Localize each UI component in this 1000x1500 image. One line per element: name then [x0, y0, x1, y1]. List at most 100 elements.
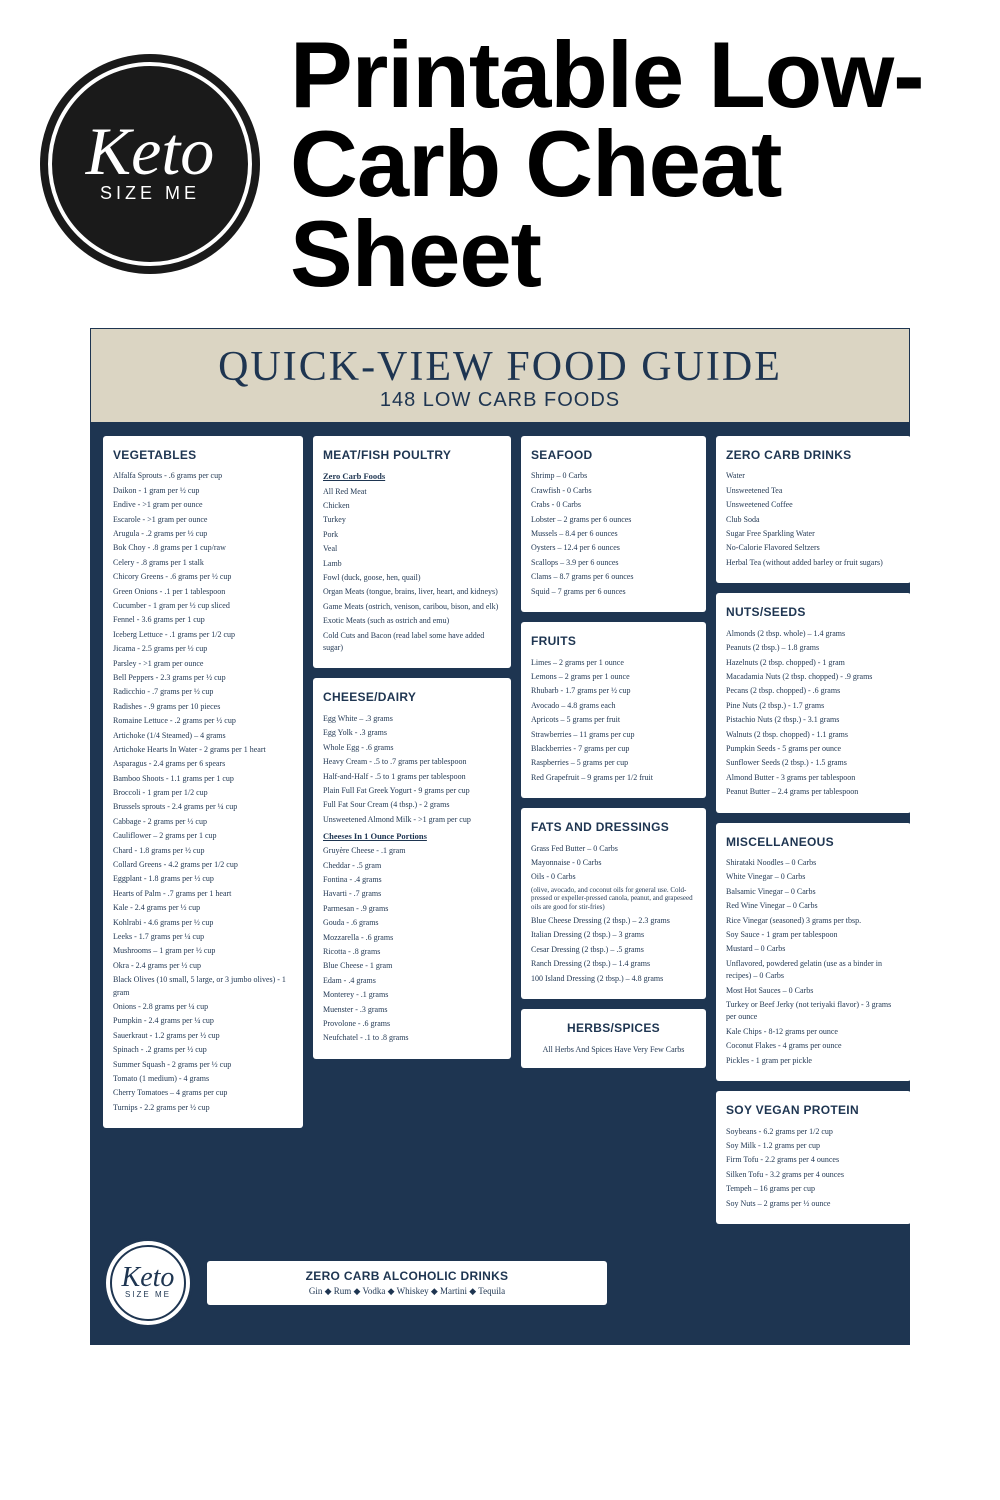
list-item: Radishes - .9 grams per 10 pieces — [113, 701, 293, 713]
guide-body: VEGETABLES Alfalfa Sprouts - .6 grams pe… — [91, 422, 909, 1344]
list-item: Water — [726, 470, 901, 482]
nuts-card: NUTS/SEEDS Almonds (2 tbsp. whole) – 1.4… — [716, 593, 911, 812]
list-item: Egg Yolk - .3 grams — [323, 727, 501, 739]
list-item: Eggplant - 1.8 grams per ½ cup — [113, 873, 293, 885]
herbs-card: HERBS/SPICES All Herbs And Spices Have V… — [521, 1009, 706, 1068]
list-item: Onions - 2.8 grams per ¼ cup — [113, 1001, 293, 1013]
list-item: Chicken — [323, 500, 501, 512]
list-item: Neufchatel - .1 to .8 grams — [323, 1032, 501, 1044]
list-item: Green Onions - .1 per 1 tablespoon — [113, 586, 293, 598]
drinks-list: WaterUnsweetened TeaUnsweetened CoffeeCl… — [726, 470, 901, 569]
list-item: Provolone - .6 grams — [323, 1018, 501, 1030]
seafood-list: Shrimp – 0 CarbsCrawfish - 0 CarbsCrabs … — [531, 470, 696, 598]
list-item: Gruyère Cheese - .1 gram — [323, 845, 501, 857]
herbs-heading: HERBS/SPICES — [531, 1019, 696, 1038]
list-item: Kohlrabi - 4.6 grams per ½ cup — [113, 917, 293, 929]
list-item: Bok Choy - .8 grams per 1 cup/raw — [113, 542, 293, 554]
nuts-heading: NUTS/SEEDS — [726, 603, 901, 622]
list-item: Balsamic Vinegar – 0 Carbs — [726, 886, 901, 898]
list-item: Scallops – 3.9 per 6 ounces — [531, 557, 696, 569]
list-item: Limes – 2 grams per 1 ounce — [531, 657, 696, 669]
list-item: Turkey or Beef Jerky (not teriyaki flavo… — [726, 999, 901, 1024]
list-item: Mushrooms – 1 gram per ½ cup — [113, 945, 293, 957]
list-item: Unsweetened Tea — [726, 485, 901, 497]
list-item: Parmesan - .9 grams — [323, 903, 501, 915]
list-item: Almond Butter - 3 grams per tablespoon — [726, 772, 901, 784]
list-item: Escarole - >1 gram per ounce — [113, 514, 293, 526]
cheese-card: CHEESE/DAIRY Egg White – .3 gramsEgg Yol… — [313, 678, 511, 1058]
list-item: Walnuts (2 tbsp. chopped) - 1.1 grams — [726, 729, 901, 741]
list-item: Havarti - .7 grams — [323, 888, 501, 900]
list-item: Italian Dressing (2 tbsp.) – 3 grams — [531, 929, 696, 941]
list-item: Fennel - 3.6 grams per 1 cup — [113, 614, 293, 626]
list-item: Grass Fed Butter – 0 Carbs — [531, 843, 696, 855]
list-item: Rice Vinegar (seasoned) 3 grams per tbsp… — [726, 915, 901, 927]
list-item: Fontina - .4 grams — [323, 874, 501, 886]
list-item: Ricotta - .8 grams — [323, 946, 501, 958]
list-item: Sauerkraut - 1.2 grams per ½ cup — [113, 1030, 293, 1042]
list-item: Collard Greens - 4.2 grams per 1/2 cup — [113, 859, 293, 871]
list-item: Pork — [323, 529, 501, 541]
herbs-line: All Herbs And Spices Have Very Few Carbs — [531, 1044, 696, 1056]
list-item: Firm Tofu - 2.2 grams per 4 ounces — [726, 1154, 901, 1166]
list-item: Red Wine Vinegar – 0 Carbs — [726, 900, 901, 912]
misc-heading: MISCELLANEOUS — [726, 833, 901, 852]
alcohol-list: Gin ◆ Rum ◆ Vodka ◆ Whiskey ◆ Martini ◆ … — [217, 1286, 597, 1297]
list-item: Spinach - .2 grams per ½ cup — [113, 1044, 293, 1056]
list-item: Shrimp – 0 Carbs — [531, 470, 696, 482]
soy-card: SOY VEGAN PROTEIN Soybeans - 6.2 grams p… — [716, 1091, 911, 1224]
list-item: Cesar Dressing (2 tbsp.) – .5 grams — [531, 944, 696, 956]
list-item: Pumpkin - 2.4 grams per ¼ cup — [113, 1015, 293, 1027]
food-guide-poster: QUICK-VIEW FOOD GUIDE 148 LOW CARB FOODS… — [90, 328, 910, 1345]
keto-logo-badge: Keto SIZE ME — [40, 54, 260, 274]
list-item: Exotic Meats (such as ostrich and emu) — [323, 615, 501, 627]
list-item: Mustard – 0 Carbs — [726, 943, 901, 955]
list-item: Clams – 8.7 grams per 6 ounces — [531, 571, 696, 583]
footer-row: Keto SIZE ME ZERO CARB ALCOHOLIC DRINKS … — [103, 1238, 911, 1328]
list-item: Soy Nuts – 2 grams per ½ ounce — [726, 1198, 901, 1210]
list-item: All Red Meat — [323, 486, 501, 498]
list-item: Hazelnuts (2 tbsp. chopped) - 1 gram — [726, 657, 901, 669]
list-item: Alfalfa Sprouts - .6 grams per cup — [113, 470, 293, 482]
list-item: Sunflower Seeds (2 tbsp.) - 1.5 grams — [726, 757, 901, 769]
list-item: Cherry Tomatoes – 4 grams per cup — [113, 1087, 293, 1099]
list-item: Avocado – 4.8 grams each — [531, 700, 696, 712]
list-item: Strawberries – 11 grams per cup — [531, 729, 696, 741]
drinks-heading: ZERO CARB DRINKS — [726, 446, 901, 465]
list-item: Iceberg Lettuce - .1 grams per 1/2 cup — [113, 629, 293, 641]
column-3: SEAFOOD Shrimp – 0 CarbsCrawfish - 0 Car… — [521, 436, 706, 1068]
column-1: VEGETABLES Alfalfa Sprouts - .6 grams pe… — [103, 436, 303, 1128]
list-item: Crabs - 0 Carbs — [531, 499, 696, 511]
guide-subtitle: 148 LOW CARB FOODS — [91, 389, 909, 412]
list-item: Unflavored, powdered gelatin (use as a b… — [726, 958, 901, 983]
list-item: Cold Cuts and Bacon (read label some hav… — [323, 630, 501, 655]
list-item: Lemons – 2 grams per 1 ounce — [531, 671, 696, 683]
list-item: Broccoli - 1 gram per 1/2 cup — [113, 787, 293, 799]
list-item: Game Meats (ostrich, venison, caribou, b… — [323, 601, 501, 613]
column-2: MEAT/FISH POULTRY Zero Carb Foods All Re… — [313, 436, 511, 1059]
header-row: Keto SIZE ME Printable Low-Carb Cheat Sh… — [40, 30, 960, 298]
vegetables-heading: VEGETABLES — [113, 446, 293, 465]
fats-heading: FATS AND DRESSINGS — [531, 818, 696, 837]
list-item: Coconut Flakes - 4 grams per ounce — [726, 1040, 901, 1052]
soy-list: Soybeans - 6.2 grams per 1/2 cupSoy Milk… — [726, 1126, 901, 1210]
list-item: Arugula - .2 grams per ½ cup — [113, 528, 293, 540]
list-item: Club Soda — [726, 514, 901, 526]
list-item: Most Hot Sauces – 0 Carbs — [726, 985, 901, 997]
list-item: Oils - 0 Carbs — [531, 871, 696, 883]
list-item: Egg White – .3 grams — [323, 713, 501, 725]
meat-subheading: Zero Carb Foods — [323, 470, 501, 483]
small-logo-sub: SIZE ME — [125, 1290, 171, 1299]
list-item: Mozzarella - .6 grams — [323, 932, 501, 944]
list-item: Pine Nuts (2 tbsp.) - 1.7 grams — [726, 700, 901, 712]
list-item: Bell Peppers - 2.3 grams per ½ cup — [113, 672, 293, 684]
list-item: Unsweetened Almond Milk - >1 gram per cu… — [323, 814, 501, 826]
list-item: Summer Squash - 2 grams per ½ cup — [113, 1059, 293, 1071]
list-item: Ranch Dressing (2 tbsp.) – 1.4 grams — [531, 958, 696, 970]
list-item: Pumpkin Seeds - 5 grams per ounce — [726, 743, 901, 755]
list-item: Brussels sprouts - 2.4 grams per ¼ cup — [113, 801, 293, 813]
list-item: Soy Sauce - 1 gram per tablespoon — [726, 929, 901, 941]
fats-list-1: Grass Fed Butter – 0 CarbsMayonnaise - 0… — [531, 843, 696, 884]
logo-main-text: Keto — [86, 124, 214, 178]
list-item: Peanut Butter – 2.4 grams per tablespoon — [726, 786, 901, 798]
